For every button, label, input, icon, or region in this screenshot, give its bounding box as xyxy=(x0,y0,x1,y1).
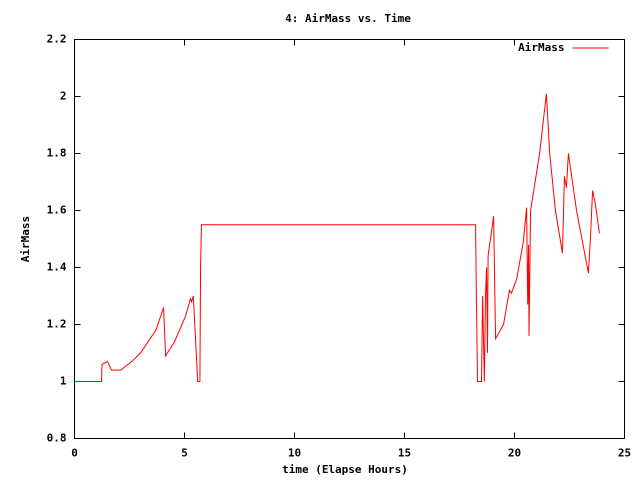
chart-title: 4: AirMass vs. Time xyxy=(285,12,411,25)
x-tick-label: 20 xyxy=(508,447,521,460)
y-tick-label: 0.8 xyxy=(47,432,67,445)
y-tick-label: 2 xyxy=(60,90,67,103)
x-tick-label: 25 xyxy=(618,447,631,460)
y-tick-label: 2.2 xyxy=(47,33,67,46)
y-tick-label: 1.6 xyxy=(47,204,67,217)
y-tick-label: 1.8 xyxy=(47,147,67,160)
plot-frame xyxy=(74,39,625,439)
x-tick-label: 15 xyxy=(398,447,411,460)
y-tick-label: 1 xyxy=(60,375,67,388)
x-tick-label: 0 xyxy=(71,447,78,460)
y-tick-label: 1.4 xyxy=(47,261,67,274)
x-tick-label: 5 xyxy=(181,447,188,460)
data-line xyxy=(74,93,600,382)
y-tick-label: 1.2 xyxy=(47,318,67,331)
y-axis-label: AirMass xyxy=(19,216,32,262)
x-axis-label: time (Elapse Hours) xyxy=(282,463,408,476)
legend-label: AirMass xyxy=(518,41,564,54)
x-tick-label: 10 xyxy=(288,447,301,460)
